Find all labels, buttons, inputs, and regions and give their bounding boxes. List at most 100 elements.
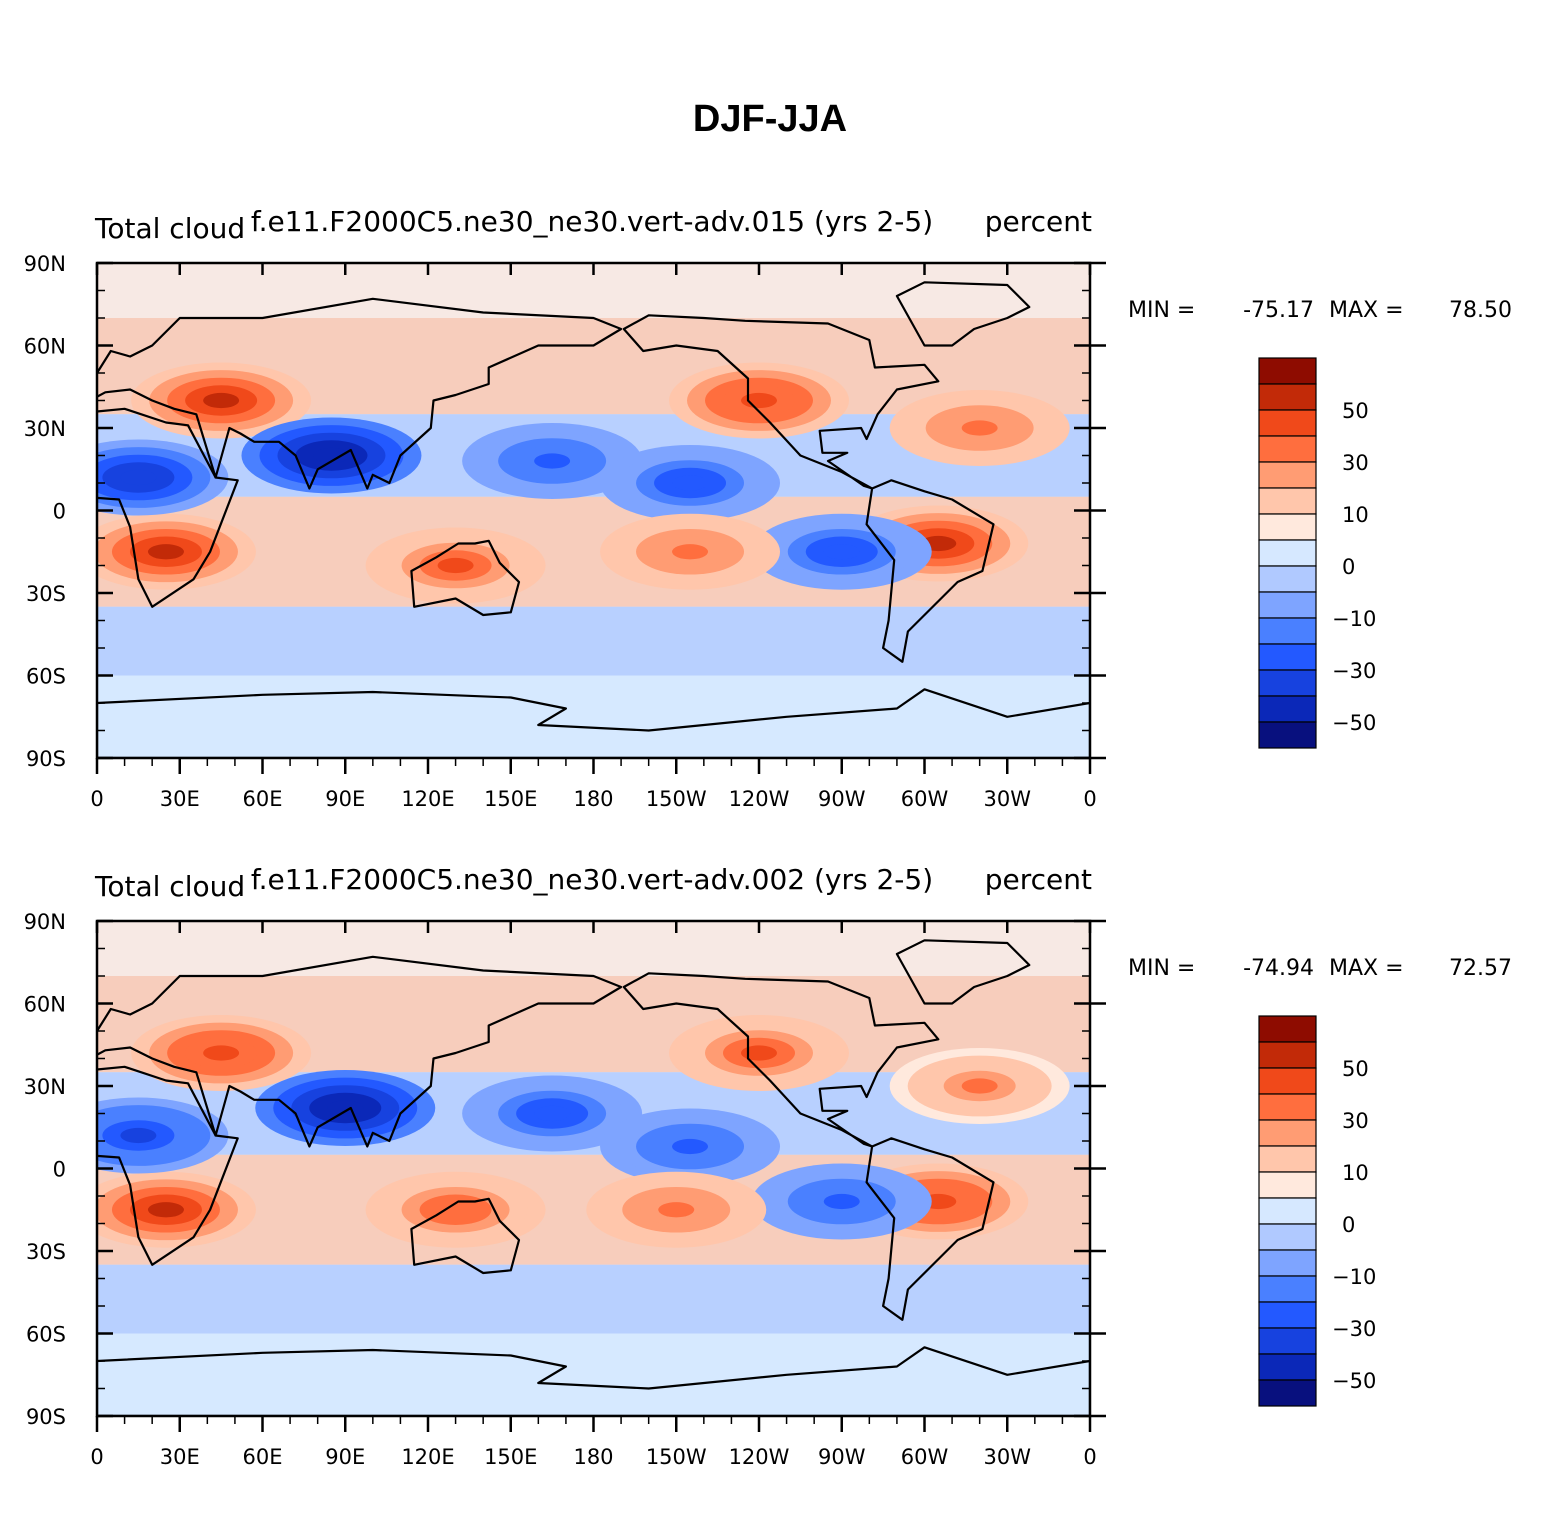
- contour-blob: [741, 392, 777, 409]
- colorbar-box: [1258, 1119, 1317, 1147]
- coastline: [865, 479, 995, 663]
- lat-band: [97, 606, 1090, 676]
- contour-blob: [203, 1045, 240, 1061]
- colorbar-label: 0: [1342, 555, 1355, 579]
- colorbar-box: [1258, 721, 1317, 749]
- coastline: [97, 1346, 1090, 1416]
- coastline: [895, 939, 1031, 1005]
- colorbar-label: 10: [1342, 503, 1369, 527]
- colorbar-box: [1258, 1327, 1317, 1355]
- panels: 90N 60N 30N 0 30S 60S 90S 0 30E 60E 90E 120E 150E 180…: [24, 205, 1512, 1469]
- colorbar-label: −10: [1332, 1265, 1376, 1289]
- min-label: MIN =: [1128, 956, 1195, 981]
- lon-label: 120W: [729, 1445, 790, 1469]
- contour-blob: [672, 544, 709, 560]
- colorbar-label: 30: [1342, 451, 1369, 475]
- colorbar: 50 30 10 0 −10 −30 −50: [1258, 357, 1376, 749]
- lon-label: 0: [90, 787, 103, 811]
- coastline: [97, 407, 239, 608]
- lon-label: 60W: [901, 1445, 949, 1469]
- contour-blob: [120, 1127, 157, 1144]
- contour-blob: [823, 1193, 860, 1210]
- lon-label: 150W: [646, 787, 707, 811]
- lon-label: 90E: [325, 1445, 365, 1469]
- lon-label: 30E: [160, 787, 200, 811]
- lat-label: 90S: [26, 747, 66, 771]
- contour-blob: [672, 475, 709, 491]
- lon-label: 120E: [401, 1445, 454, 1469]
- lat-label: 0: [53, 500, 66, 524]
- colorbar-box: [1258, 357, 1317, 385]
- lat-label: 0: [53, 1158, 66, 1182]
- contour-blob: [313, 447, 350, 464]
- colorbar-label: 30: [1342, 1109, 1369, 1133]
- colorbar-box: [1258, 1353, 1317, 1381]
- lon-label: 90W: [818, 1445, 866, 1469]
- lon-label: 120E: [401, 787, 454, 811]
- colorbar-label: 0: [1342, 1213, 1355, 1237]
- lon-label: 150E: [484, 1445, 537, 1469]
- colorbar-box: [1258, 409, 1317, 437]
- lat-label: 30N: [24, 1075, 66, 1099]
- lat-label: 90S: [26, 1405, 66, 1429]
- contour-blob: [658, 1202, 695, 1218]
- lon-label: 30W: [984, 1445, 1032, 1469]
- lon-label: 60W: [901, 787, 949, 811]
- lon-label: 90E: [325, 787, 365, 811]
- max-value: 72.57: [1449, 956, 1512, 981]
- contour-blob: [672, 1138, 709, 1155]
- contour-blob: [534, 453, 571, 469]
- coastline: [410, 1197, 521, 1275]
- lat-band: [97, 1264, 1090, 1334]
- colorbar-box: [1258, 435, 1317, 463]
- colorbar-box: [1258, 1093, 1317, 1121]
- colorbar-box: [1258, 695, 1317, 723]
- colorbar-box: [1258, 539, 1317, 567]
- contour-blob: [961, 420, 998, 436]
- coastline: [622, 972, 940, 1148]
- lat-label: 30S: [26, 1240, 66, 1264]
- colorbar-box: [1258, 1223, 1317, 1251]
- contour-blob: [534, 1105, 571, 1122]
- colorbar-box: [1258, 1145, 1317, 1173]
- contour-blob: [327, 1100, 364, 1116]
- coastline: [97, 688, 1090, 758]
- contour-blob: [741, 1045, 777, 1061]
- min-value: -75.17: [1243, 298, 1314, 323]
- min-label: MIN =: [1128, 298, 1195, 323]
- coastline: [97, 1065, 239, 1266]
- lon-label: 30E: [160, 1445, 200, 1469]
- figure-title: DJF-JJA: [693, 98, 847, 140]
- lat-label: 90N: [24, 252, 66, 276]
- contour-blob: [120, 469, 157, 486]
- lat-label: 60S: [26, 665, 66, 689]
- colorbar-label: −50: [1332, 1369, 1376, 1393]
- colorbar-box: [1258, 591, 1317, 619]
- lon-label: 0: [1083, 1445, 1096, 1469]
- min-value: -74.94: [1243, 956, 1314, 981]
- lon-label: 180: [573, 787, 613, 811]
- right-title: percent: [985, 863, 1092, 896]
- contour-blob: [147, 1202, 184, 1218]
- coastline: [895, 281, 1031, 347]
- colorbar-label: −50: [1332, 711, 1376, 735]
- lon-label: 120W: [729, 787, 790, 811]
- colorbar-label: 50: [1342, 1057, 1369, 1081]
- colorbar-label: −30: [1332, 1317, 1376, 1341]
- right-title: percent: [985, 205, 1092, 238]
- contour-field: [97, 263, 1090, 758]
- colorbar-box: [1258, 1171, 1317, 1199]
- lat-label: 30S: [26, 582, 66, 606]
- coastline: [410, 539, 521, 617]
- coastline: [97, 955, 623, 1148]
- contour-blob: [147, 544, 184, 560]
- max-label: MAX =: [1329, 298, 1404, 323]
- lon-label: 150W: [646, 1445, 707, 1469]
- contour-blob: [437, 1202, 474, 1218]
- colorbar-label: −30: [1332, 659, 1376, 683]
- lat-label: 60S: [26, 1323, 66, 1347]
- left-title: Total cloud: [94, 870, 245, 903]
- lat-label: 30N: [24, 417, 66, 441]
- colorbar-box: [1258, 617, 1317, 645]
